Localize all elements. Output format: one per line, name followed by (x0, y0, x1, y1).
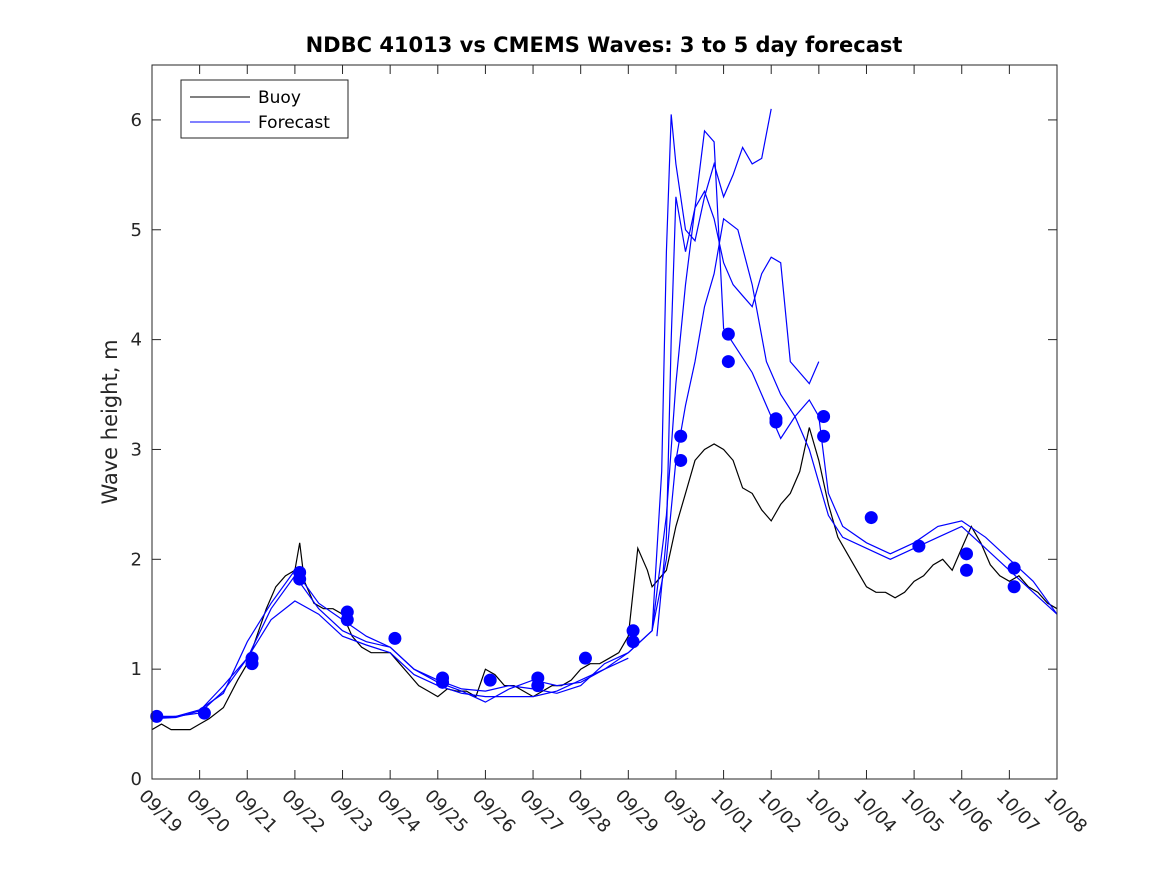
x-tick-label: 09/25 (420, 786, 472, 838)
x-tick-label: 10/05 (897, 786, 949, 838)
x-tick-label: 10/03 (801, 786, 853, 838)
legend: Buoy Forecast (180, 79, 349, 139)
forecast-marker (1007, 580, 1021, 594)
chart-title: NDBC 41013 vs CMEMS Waves: 3 to 5 day fo… (306, 33, 903, 57)
x-tick-label: 09/24 (373, 786, 425, 838)
forecast-marker (293, 565, 307, 579)
forecast-marker (483, 673, 497, 687)
forecast-marker (817, 410, 831, 424)
forecast-marker (1007, 561, 1021, 575)
legend-forecast-label: Forecast (258, 113, 330, 133)
forecast-marker (960, 563, 973, 577)
forecast-marker (436, 675, 450, 689)
x-tick-label: 09/22 (277, 786, 329, 838)
y-axis-label: Wave height, m (98, 339, 122, 504)
forecast-series-line-4 (656, 189, 820, 637)
x-tick-label: 09/27 (516, 786, 568, 838)
forecast-marker (721, 327, 735, 341)
y-tick-label: 2 (131, 549, 142, 570)
x-tick-label: 10/01 (706, 786, 758, 838)
x-tick-label: 09/21 (230, 786, 282, 838)
forecast-marker (150, 709, 164, 723)
forecast-marker (578, 651, 592, 665)
forecast-marker (674, 453, 688, 467)
x-tick-label: 09/19 (134, 786, 186, 838)
x-tick-label: 09/26 (468, 786, 520, 838)
x-tick-label: 10/06 (944, 786, 996, 838)
x-tick-label: 10/07 (992, 786, 1044, 838)
forecast-marker (197, 706, 211, 720)
x-tick-label: 09/28 (563, 786, 615, 838)
y-tick-label: 5 (131, 220, 142, 241)
y-tick-label: 0 (131, 769, 142, 790)
forecast-marker (721, 355, 735, 369)
y-tick-label: 1 (131, 659, 142, 680)
plot-background (152, 65, 1057, 779)
forecast-series-line-5 (152, 569, 629, 718)
legend-box (180, 79, 349, 139)
legend-buoy-label: Buoy (258, 88, 301, 108)
y-tick-label: 6 (131, 110, 142, 131)
forecast-series-line-2 (151, 129, 1058, 720)
forecast-marker (864, 511, 878, 525)
forecast-marker (912, 539, 926, 553)
y-tick-label: 4 (131, 330, 142, 351)
plot-frame (151, 64, 1058, 780)
forecast-marker (388, 631, 402, 645)
x-tick-label: 10/02 (754, 786, 806, 838)
y-tick-label: 3 (131, 439, 142, 460)
forecast-marker (626, 635, 640, 649)
forecast-marker (245, 651, 259, 665)
forecast-marker (817, 429, 831, 443)
x-tick-label: 09/29 (611, 786, 663, 838)
forecast-marker (340, 605, 354, 619)
forecast-marker (769, 412, 783, 426)
forecast-marker (960, 547, 973, 561)
x-tick-label: 09/20 (182, 786, 234, 838)
forecast-marker (531, 671, 545, 685)
x-tick-label: 10/08 (1039, 786, 1091, 838)
forecast-marker (626, 624, 640, 638)
forecast-marker (674, 429, 688, 443)
x-tick-label: 09/30 (658, 786, 710, 838)
forecast-series-line-3 (651, 108, 772, 631)
x-tick-label: 10/04 (849, 786, 901, 838)
x-tick-label: 09/23 (325, 786, 377, 838)
series-layer (150, 108, 1058, 731)
